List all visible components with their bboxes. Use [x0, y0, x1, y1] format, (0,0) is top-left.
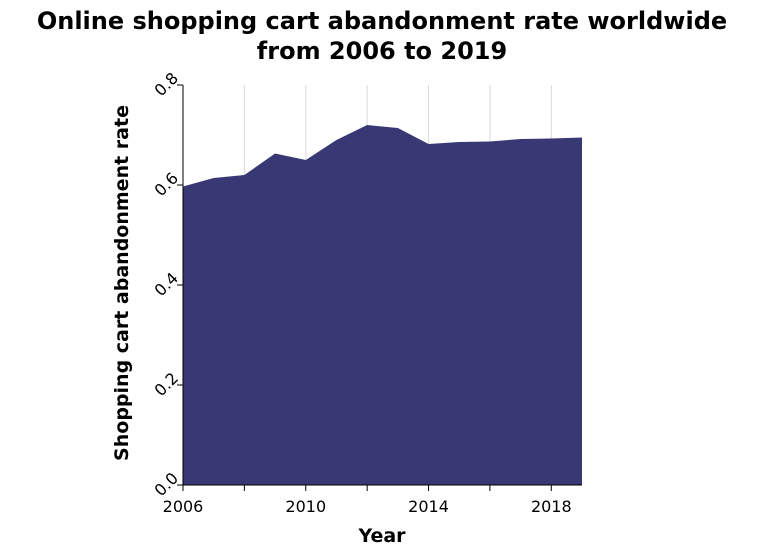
y-tick-label: 0.8	[151, 69, 182, 100]
x-tick-label: 2010	[285, 497, 326, 516]
x-tick-label: 2006	[163, 497, 204, 516]
x-axis-title: Year	[357, 525, 406, 547]
x-tick-label: 2018	[531, 497, 572, 516]
y-axis-title: Shopping cart abandonment rate	[111, 105, 133, 461]
y-tick-labels: 0.0 0.2 0.4 0.6 0.8	[151, 69, 182, 500]
y-tick-label: 0.0	[151, 469, 182, 500]
x-tick-labels: 2006 2010 2014 2018	[163, 497, 572, 516]
chart-title: Online shopping cart abandonment rate wo…	[36, 7, 728, 65]
y-tick-label: 0.6	[151, 169, 182, 200]
area-series	[183, 125, 582, 485]
y-tick-label: 0.2	[151, 369, 182, 400]
axes	[177, 84, 582, 491]
x-tick-label: 2014	[408, 497, 449, 516]
y-tick-label: 0.4	[151, 269, 182, 300]
